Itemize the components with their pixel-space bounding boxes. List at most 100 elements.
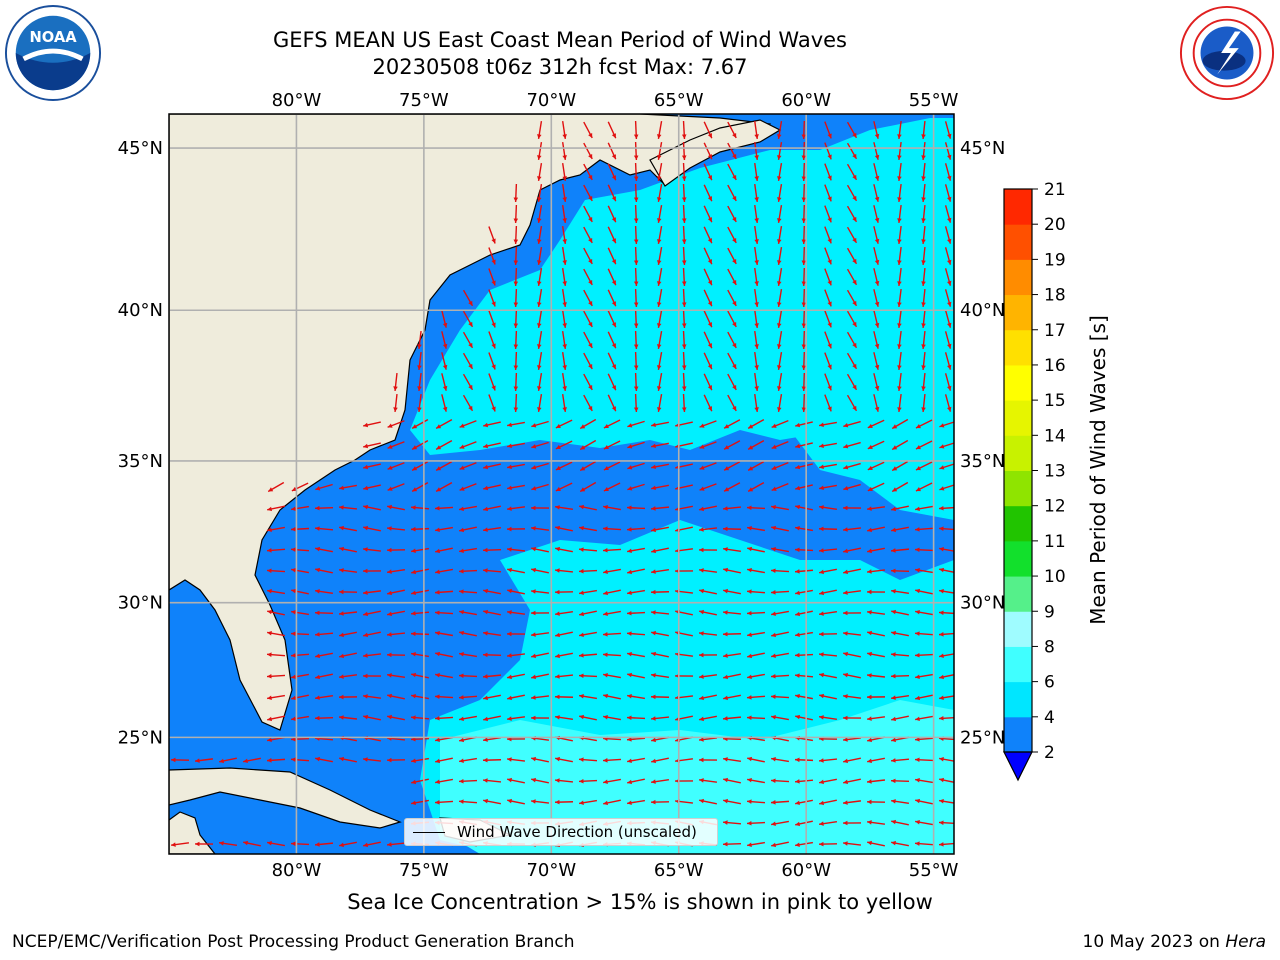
- wind-wave-arrow: [866, 779, 886, 784]
- wind-wave-arrow: [626, 527, 646, 532]
- wind-wave-arrow: [746, 799, 766, 804]
- wind-wave-arrow: [561, 141, 567, 161]
- wind-wave-arrow: [537, 226, 543, 244]
- wind-wave-arrow: [530, 610, 550, 616]
- wind-wave-arrow: [314, 632, 334, 637]
- wind-wave-arrow: [488, 268, 496, 286]
- wind-wave-arrow: [754, 330, 759, 350]
- wind-wave-arrow: [483, 421, 501, 428]
- wind-wave-arrow: [459, 630, 477, 637]
- wind-wave-arrow: [338, 694, 358, 700]
- wind-wave-arrow: [819, 568, 837, 575]
- wind-wave-arrow: [290, 757, 310, 762]
- colorbar-bin: [1004, 435, 1032, 471]
- wind-wave-arrow: [747, 756, 765, 763]
- wind-wave-arrow: [650, 799, 670, 805]
- wind-wave-arrow: [891, 460, 909, 472]
- wind-wave-arrow: [703, 268, 713, 286]
- lon-label-bottom: 80°W: [272, 860, 322, 881]
- wind-wave-arrow: [754, 225, 759, 245]
- wind-wave-arrow: [458, 589, 478, 594]
- colorbar-bin: [1004, 364, 1032, 401]
- colorbar-bin: [1004, 294, 1032, 331]
- wind-wave-arrow: [770, 778, 790, 783]
- wind-wave-arrow: [915, 440, 933, 450]
- wind-wave-arrow: [578, 757, 598, 762]
- wind-wave-arrow: [507, 442, 525, 449]
- wind-wave-arrow: [650, 673, 670, 678]
- wind-wave-arrow: [506, 526, 526, 532]
- wind-wave-arrow: [722, 841, 742, 847]
- wind-wave-arrow: [462, 289, 474, 307]
- wind-wave-arrow: [583, 352, 593, 370]
- wind-wave-arrow: [795, 610, 813, 617]
- wind-wave-arrow: [363, 504, 381, 511]
- wind-wave-arrow: [266, 548, 286, 553]
- wind-wave-arrow: [819, 672, 837, 679]
- wind-wave-arrow: [194, 758, 214, 763]
- nws-logo-icon: [1179, 5, 1275, 101]
- wind-wave-arrow: [843, 547, 861, 554]
- wind-wave-arrow: [435, 651, 453, 658]
- footer-credit: NCEP/EMC/Verification Post Processing Pr…: [12, 932, 575, 952]
- wind-wave-arrow: [627, 441, 645, 449]
- wind-wave-arrow: [703, 289, 713, 307]
- wind-wave-arrow: [890, 652, 910, 657]
- wind-wave-arrow: [393, 393, 398, 413]
- wind-wave-arrow: [754, 351, 759, 371]
- wind-wave-arrow: [897, 330, 902, 350]
- wind-wave-arrow: [561, 183, 567, 203]
- wind-wave-arrow: [530, 632, 550, 637]
- wind-wave-arrow: [842, 737, 862, 742]
- wind-wave-arrow: [435, 568, 453, 575]
- wind-wave-arrow: [897, 162, 902, 182]
- wind-wave-arrow: [506, 547, 526, 552]
- wind-wave-arrow: [459, 715, 477, 722]
- wind-wave-arrow: [633, 288, 639, 308]
- wind-wave-arrow: [561, 330, 567, 350]
- wind-wave-arrow: [699, 715, 717, 722]
- wind-wave-arrow: [846, 184, 858, 202]
- wind-wave-arrow: [747, 652, 765, 659]
- wind-wave-arrow: [410, 547, 430, 553]
- wind-wave-arrow: [363, 610, 381, 617]
- wind-wave-arrow: [531, 567, 549, 574]
- wind-wave-arrow: [746, 505, 766, 511]
- wind-wave-arrow: [410, 611, 430, 616]
- wind-wave-arrow: [897, 267, 902, 287]
- wind-wave-arrow: [771, 482, 789, 492]
- wind-wave-arrow: [411, 461, 429, 471]
- wind-wave-arrow: [819, 421, 837, 428]
- wind-wave-arrow: [795, 799, 813, 806]
- lon-label-bottom: 65°W: [654, 860, 704, 881]
- wind-wave-arrow: [703, 247, 713, 265]
- wind-wave-arrow: [801, 246, 807, 266]
- wind-wave-arrow: [267, 630, 285, 637]
- map-frame: [168, 113, 955, 855]
- wind-wave-arrow: [824, 310, 832, 328]
- wind-wave-arrow: [703, 142, 713, 160]
- wind-wave-arrow: [681, 162, 687, 182]
- wind-wave-arrow: [873, 205, 880, 223]
- wind-wave-arrow: [843, 462, 861, 470]
- wind-wave-arrow: [846, 205, 858, 223]
- wind-wave-arrow: [386, 569, 406, 574]
- wind-wave-arrow: [754, 267, 759, 287]
- wind-wave-arrow: [897, 204, 902, 224]
- wind-wave-arrow: [362, 590, 382, 595]
- wind-wave-arrow: [818, 526, 838, 532]
- wind-wave-arrow: [338, 715, 358, 720]
- wind-wave-arrow: [579, 714, 597, 721]
- wind-wave-arrow: [723, 419, 741, 429]
- wind-wave-arrow: [607, 289, 617, 307]
- colorbar: 2 4 6 8 9 10 11 12 13 14 15 16 17 18 19 20 21: [1003, 180, 1066, 782]
- wind-wave-arrow: [891, 526, 909, 533]
- wind-wave-arrow: [411, 440, 429, 450]
- wind-wave-arrow: [531, 652, 549, 659]
- wind-wave-arrow: [915, 568, 933, 574]
- wind-wave-arrow: [291, 715, 309, 721]
- wind-wave-arrow: [944, 373, 952, 391]
- wind-wave-arrow: [603, 693, 621, 700]
- wind-wave-arrow: [627, 651, 645, 658]
- wind-wave-arrow: [633, 183, 639, 203]
